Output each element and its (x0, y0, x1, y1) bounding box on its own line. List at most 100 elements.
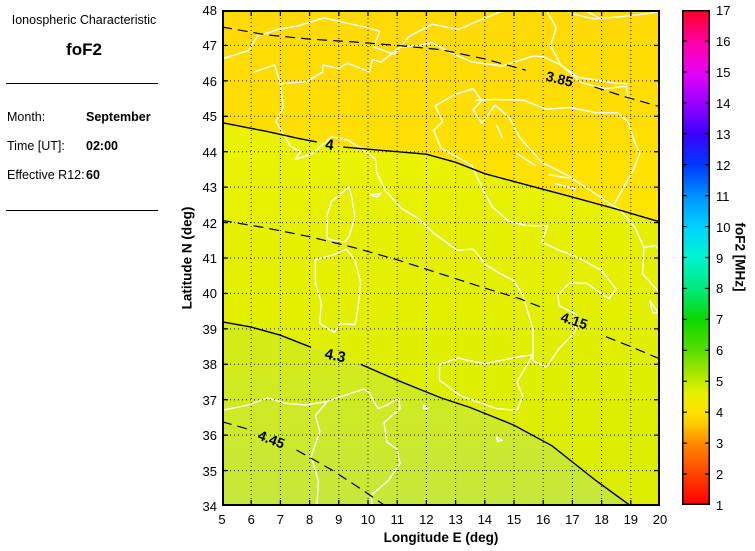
parameter-value: 60 (86, 168, 100, 182)
coastline-border (472, 94, 660, 300)
parameter-value: 02:00 (86, 139, 118, 153)
x-tick-label: 9 (335, 512, 343, 527)
colorbar-tick-label: 10 (716, 219, 731, 235)
contour-line-4.3 (222, 321, 312, 348)
coastline-border (548, 174, 571, 179)
coastline-border (516, 152, 537, 167)
coastline-border (370, 192, 382, 198)
coastline-border (649, 299, 660, 314)
x-tick-label: 13 (448, 512, 463, 527)
parameter-label: Time [UT]: (7, 139, 65, 153)
colorbar-tick-label: 12 (716, 157, 731, 173)
parameter-label: Month: (7, 110, 46, 124)
x-tick-label: 7 (276, 512, 284, 527)
band-below-4MHz (222, 10, 660, 222)
x-tick-label: 19 (623, 512, 639, 527)
parameter-row: Time [UT]: 02:00 (7, 139, 177, 153)
colorbar-tick-label: 11 (716, 188, 730, 204)
coastline-border (310, 400, 328, 506)
coastline-border (294, 88, 617, 368)
contour-label-4: 4 (324, 136, 335, 154)
y-tick-label: 37 (202, 392, 217, 408)
contour-line-4 (343, 146, 660, 223)
divider (6, 210, 158, 211)
coastline-border (545, 10, 562, 66)
coastline-border (560, 64, 629, 98)
contour-line-4.3 (360, 363, 632, 506)
y-tick-label: 48 (202, 3, 217, 18)
colorbar-tick-label: 4 (716, 405, 724, 421)
colorbar-tick-label: 2 (716, 467, 724, 483)
x-tick-label: 17 (565, 512, 580, 527)
y-tick-label: 36 (202, 428, 217, 444)
colorbar-frame (682, 10, 710, 505)
coastline-border (495, 124, 503, 139)
colorbar-tick-label: 13 (716, 126, 731, 142)
divider (6, 83, 158, 84)
parameter-row: Month: September (7, 110, 177, 124)
x-tick-label: 20 (652, 512, 668, 527)
colorbar-tick-label: 5 (716, 374, 724, 390)
colorbar-tick-label: 8 (716, 281, 724, 297)
y-tick-label: 40 (202, 286, 217, 302)
coastline-border (422, 404, 429, 410)
coastline-border (495, 436, 503, 443)
x-tick-label: 6 (247, 512, 255, 527)
contour-line-3.85 (594, 86, 660, 108)
x-tick-label: 5 (218, 512, 226, 527)
colorbar-tick-label: 7 (716, 312, 724, 328)
x-tick-label: 16 (535, 512, 551, 527)
characteristic-name: foF2 (66, 40, 102, 59)
x-tick-label: 18 (594, 512, 609, 527)
contour-line-4 (222, 122, 318, 143)
y-tick-label: 46 (202, 73, 217, 89)
coastline-border (275, 83, 301, 161)
contour-label-3.85: 3.85 (544, 68, 575, 90)
coastline-border (326, 186, 356, 243)
colorbar-tick-label: 14 (716, 95, 731, 111)
contour-line-4.15 (605, 336, 660, 360)
coastline-border (438, 354, 534, 411)
x-tick-label: 14 (477, 512, 493, 527)
band-above-4.3MHz (222, 321, 631, 506)
y-tick-label: 42 (202, 215, 217, 231)
parameter-label: Effective R12: (7, 168, 85, 182)
colorbar-tick-label: 1 (716, 498, 724, 513)
coastline-border (222, 10, 506, 60)
y-tick-label: 47 (202, 38, 217, 54)
colorbar-tick-label: 9 (716, 250, 724, 266)
x-tick-label: 15 (506, 512, 522, 527)
band-4-to-4.3MHz (222, 122, 660, 506)
contour-line-4.45 (296, 449, 386, 506)
contour-line-4.45 (222, 421, 247, 430)
colorbar-tick-label: 3 (716, 436, 724, 452)
contour-label-4.3: 4.3 (323, 345, 347, 366)
x-tick-label: 12 (419, 512, 434, 527)
y-tick-label: 34 (202, 499, 217, 514)
colorbar-tick-label: 15 (716, 64, 731, 80)
colorbar (682, 10, 710, 505)
x-tick-label: 8 (305, 512, 314, 527)
parameter-value: September (86, 110, 151, 124)
y-tick-label: 38 (202, 357, 217, 373)
x-tick-label: 10 (360, 512, 376, 527)
parameter-row: Effective R12:60 (7, 168, 177, 182)
axes-frame (222, 10, 660, 506)
coastline-border (475, 98, 641, 204)
contour-line-3.85 (222, 26, 526, 71)
y-tick-label: 45 (202, 109, 217, 125)
x-tick-label: 11 (390, 512, 404, 527)
info-sidebar: Ionospheric Characteristic foF2 Month: Se… (0, 0, 170, 551)
y-tick-label: 43 (202, 180, 217, 196)
colorbar-tick-label: 6 (716, 343, 724, 359)
coastline-border (570, 11, 660, 20)
contour-line-4.15 (222, 219, 541, 308)
sidebar-title: Ionospheric Characteristic (11, 13, 157, 27)
colorbar-tick-label: 16 (716, 33, 731, 49)
coastline-border (554, 182, 576, 190)
y-tick-label: 41 (202, 251, 217, 266)
y-tick-label: 39 (202, 321, 217, 337)
coastline-border (253, 41, 629, 85)
